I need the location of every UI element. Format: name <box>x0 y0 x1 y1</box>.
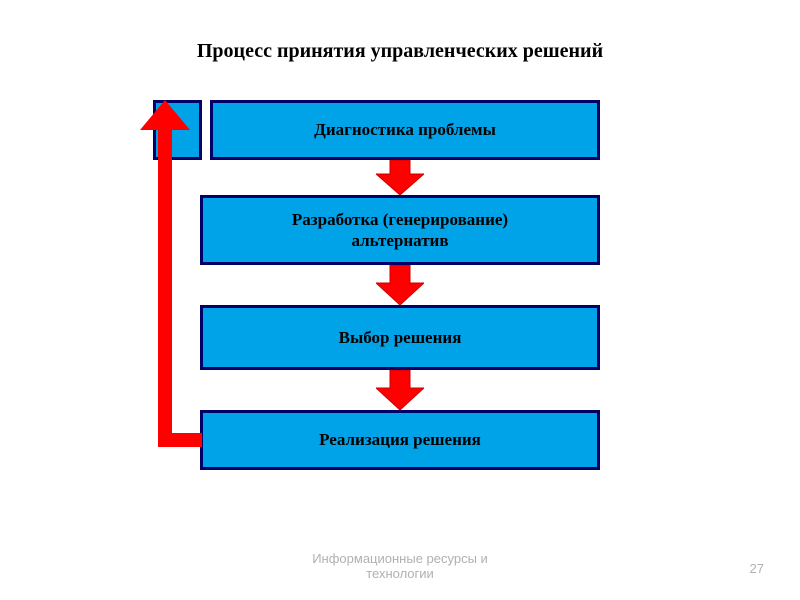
node-label: Реализация решения <box>319 429 481 450</box>
node-choice: Выбор решения <box>200 305 600 370</box>
flowchart: Диагностика проблемы Разработка (генерир… <box>0 90 800 530</box>
node-label: Выбор решения <box>339 327 462 348</box>
arrow-down-icon <box>376 265 424 305</box>
node-alternatives: Разработка (генерирование)альтернатив <box>200 195 600 265</box>
arrow-down-icon <box>376 370 424 410</box>
footer-caption: Информационные ресурсы итехнологии <box>0 551 800 582</box>
node-diagnosis: Диагностика проблемы <box>210 100 600 160</box>
node-implementation: Реализация решения <box>200 410 600 470</box>
arrow-down-icon <box>376 160 424 195</box>
feedback-arrow-icon <box>140 100 202 470</box>
page-number: 27 <box>750 561 764 576</box>
page-title: Процесс принятия управленческих решений <box>0 40 800 63</box>
node-label: Диагностика проблемы <box>314 119 496 140</box>
node-label: Разработка (генерирование)альтернатив <box>292 209 508 252</box>
